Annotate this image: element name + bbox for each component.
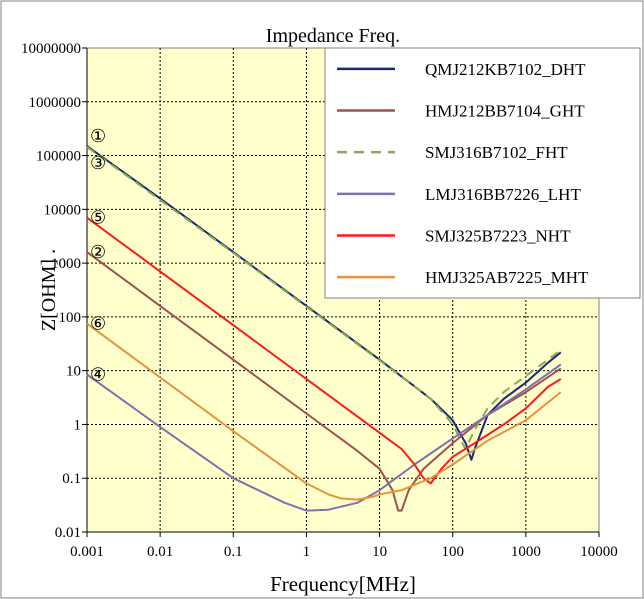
legend-label: HMJ212BB7104_GHT [425,102,585,121]
x-tick-label: 1 [303,544,311,560]
y-tick-label: 100 [59,310,82,326]
series-marker-label: ⑤ [90,208,106,228]
legend-label: SMJ316B7102_FHT [425,143,568,162]
legend-label: HMJ325AB7225_MHT [425,268,589,287]
legend-box [324,47,641,299]
legend: QMJ212KB7102_DHT HMJ212BB7104_GHT SMJ316B7… [324,47,641,299]
y-axis-ticks: 0.01 0.1 1 10 100 1000 10000 100000 1000000 10000… [21,41,88,541]
y-tick-label: 10 [66,364,81,380]
series-marker-label: ④ [90,364,106,384]
x-tick-label: 10 [372,544,387,560]
chart-title: Impedance Freq. [266,25,400,47]
x-axis-label: Frequency[MHz] [270,572,416,596]
series-marker-label: ⑥ [90,314,106,334]
y-tick-label: 10000 [44,202,82,218]
y-tick-label: 0.01 [55,525,81,541]
x-tick-label: 0.1 [224,544,243,560]
series-line [86,146,562,450]
series-line [86,322,562,501]
series-marker-label: ① [90,126,106,146]
x-tick-label: 0.001 [70,544,104,560]
x-axis-ticks: 0.001 0.01 0.1 1 10 100 1000 10000 [70,531,618,560]
y-tick-label: 0.1 [62,471,81,487]
series-line [86,251,562,512]
series-markers: ① ② ③ ④ ⑤ ⑥ [90,126,106,384]
x-tick-label: 0.01 [147,544,173,560]
series-marker-label: ③ [90,153,106,173]
legend-label: QMJ212KB7102_DHT [425,60,586,79]
y-tick-label: 10000000 [21,41,81,57]
legend-label: LMJ316BB7226_LHT [425,185,581,204]
series-line [86,363,562,512]
y-tick-label: 100000 [36,149,81,165]
x-tick-label: 1000 [511,544,541,560]
series-marker-label: ② [90,242,106,262]
y-tick-label: 1000 [51,256,81,272]
x-tick-label: 100 [441,544,464,560]
series-line [86,216,562,485]
x-tick-label: 10000 [580,544,618,560]
y-tick-label: 1 [74,417,82,433]
series-lines [86,145,562,512]
y-tick-label: 1000000 [29,95,82,111]
y-axis-label: Z[OHM] . [38,249,60,331]
legend-label: SMJ325B7223_NHT [425,227,571,246]
